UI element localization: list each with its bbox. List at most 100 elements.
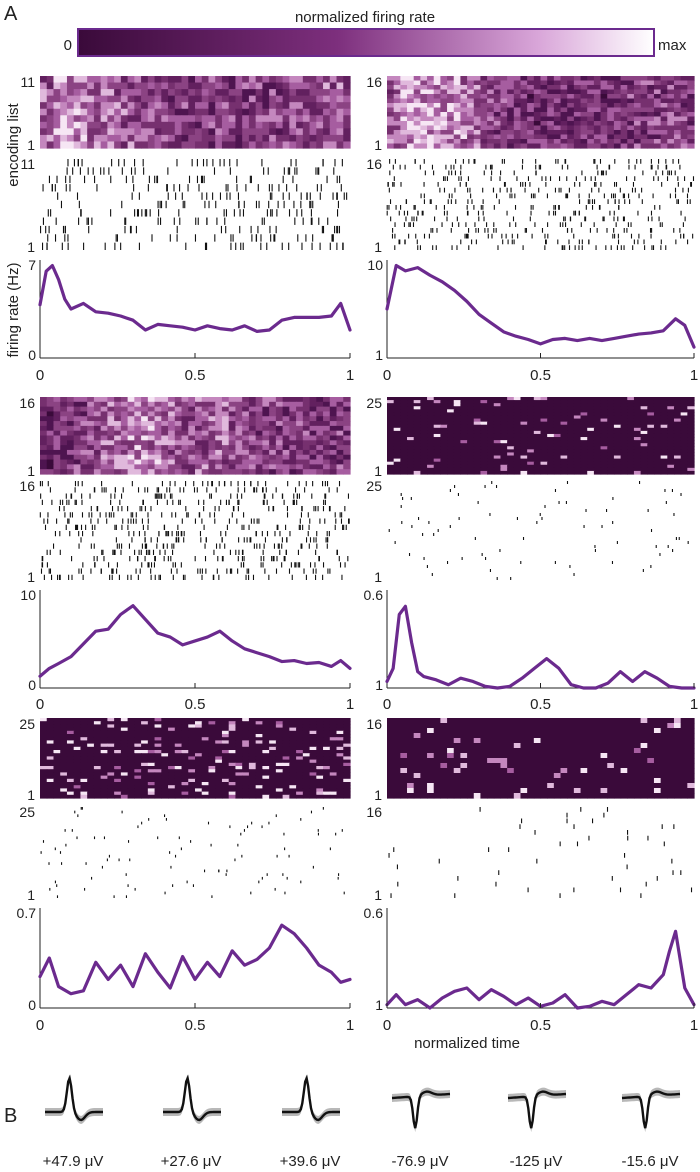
heatmap-cell (161, 737, 169, 741)
heatmap-cell (329, 128, 338, 136)
heatmap-cell (195, 464, 203, 470)
heatmap-cell (667, 76, 675, 82)
heatmap-cell (487, 121, 495, 127)
heatmap-cell (147, 115, 156, 123)
heatmap-cell (195, 76, 203, 84)
heatmap-cell (154, 425, 162, 432)
heatmap-cell (323, 121, 331, 129)
heatmap-cell (500, 121, 508, 127)
heatmap-cell (282, 128, 290, 136)
heatmap-cell (309, 464, 317, 470)
heatmap-cell (507, 103, 515, 109)
heatmap-cell (255, 737, 263, 741)
heatmap-cell (547, 116, 555, 122)
heatmap-cell (255, 425, 263, 432)
heatmap-cell (53, 406, 61, 413)
heatmap-cell (208, 718, 216, 722)
heatmap-cell (520, 76, 528, 82)
heatmap-cell (493, 446, 502, 450)
heatmap-cell (53, 416, 61, 422)
heatmap-cell (493, 443, 502, 447)
heatmap-cell (620, 143, 628, 149)
heatmap-cell (607, 458, 615, 463)
heatmap-cell (387, 430, 395, 435)
heatmap-cell (40, 440, 48, 446)
heatmap-cell (527, 125, 535, 131)
heatmap-cell (161, 89, 169, 97)
heatmap-cell (593, 427, 602, 432)
heatmap-cell (447, 409, 455, 413)
heatmap-cell (329, 134, 338, 143)
heatmap-cell (46, 128, 55, 136)
heatmap-cell (480, 409, 488, 413)
heatmap-cell (174, 718, 183, 722)
heatmap-cell (567, 112, 575, 118)
heatmap-cell (141, 464, 149, 470)
heatmap-cell (174, 743, 183, 748)
heatmap-cell (413, 406, 421, 410)
heatmap-cell (540, 130, 548, 136)
heatmap-cell (296, 724, 304, 729)
heatmap-cell (93, 435, 102, 441)
heatmap-cell (40, 76, 48, 84)
heatmap-cell (393, 403, 401, 407)
heatmap-cell (427, 464, 435, 469)
heatmap-cell (336, 397, 344, 403)
heatmap-cell (680, 427, 688, 432)
heatmap-cell (174, 440, 183, 446)
heatmap-cell (228, 718, 237, 722)
heatmap-cell (343, 727, 351, 732)
heatmap-cell (620, 121, 628, 127)
heatmap-cell (221, 724, 230, 729)
heatmap-cell (427, 443, 435, 447)
heatmap-cell (120, 425, 129, 432)
heatmap-cell (127, 416, 135, 422)
heatmap-cell (520, 458, 528, 463)
heatmap-cell (440, 455, 448, 460)
heatmap-cell (527, 400, 535, 404)
heatmap-cell (513, 458, 522, 463)
heatmap-cell (66, 95, 75, 103)
heatmap-cell (343, 425, 351, 432)
heatmap-cell (195, 469, 203, 475)
heatmap-cell (188, 411, 196, 417)
heatmap-cell (580, 449, 588, 454)
heatmap-cell (275, 730, 284, 735)
heatmap-cell (467, 461, 475, 466)
heatmap-cell (87, 464, 95, 470)
heatmap-cell (660, 446, 668, 450)
heatmap-cell (567, 424, 575, 429)
heatmap-cell (100, 737, 108, 741)
heatmap-cell (533, 89, 542, 95)
heatmap-cell (640, 125, 648, 131)
heatmap-cell (87, 740, 95, 745)
heatmap-cell (93, 721, 102, 725)
heatmap-cell (154, 464, 162, 470)
heatmap-cell (329, 108, 338, 116)
heatmap-cell (188, 421, 196, 427)
heatmap-cell (487, 409, 495, 413)
heatmap-cell (336, 401, 344, 408)
heatmap-cell (134, 397, 142, 403)
heatmap-cell (573, 470, 582, 475)
heatmap-cell (316, 416, 324, 422)
heatmap-cell (188, 425, 196, 432)
heatmap-cell (296, 102, 304, 110)
heatmap-cell (493, 125, 502, 131)
heatmap-cell (653, 103, 662, 109)
heatmap-cell (433, 458, 441, 463)
heatmap-cell (473, 415, 482, 420)
heatmap-cell (687, 134, 695, 140)
heatmap-cell (600, 424, 608, 429)
heatmap-cell (640, 424, 648, 429)
heatmap-cell (309, 724, 317, 729)
heatmap-cell (680, 80, 688, 86)
heatmap-cell (673, 424, 682, 429)
heatmap-cell (580, 464, 588, 469)
heatmap-cell (427, 470, 435, 475)
heatmap-cell (120, 108, 129, 116)
heatmap-cell (302, 718, 311, 722)
heatmap-cell (527, 461, 535, 466)
heatmap-cell (323, 734, 331, 738)
heatmap-cell (262, 727, 270, 732)
